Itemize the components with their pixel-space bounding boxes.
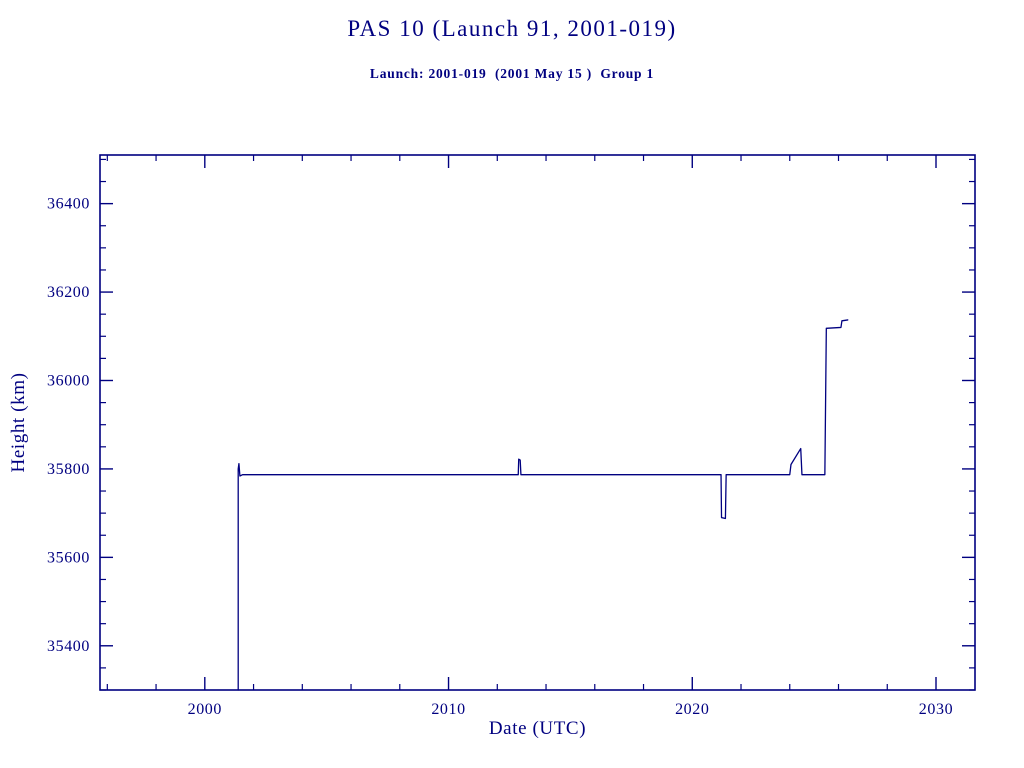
chart-title: PAS 10 (Launch 91, 2001-019) [347,16,677,41]
series-height-km [237,319,849,691]
x-tick-label: 2020 [675,701,709,718]
y-tick-label: 35400 [47,638,90,655]
x-tick-label: 2000 [188,701,222,718]
y-tick-label: 36400 [47,196,90,213]
chart-subtitle: Launch: 2001-019 (2001 May 15 ) Group 1 [369,66,655,81]
y-tick-label: 36200 [47,284,90,301]
x-tick-label: 2030 [919,701,953,718]
plot-frame [99,154,976,691]
x-axis-label: Date (UTC) [489,718,586,739]
y-axis-label: Height (km) [8,373,29,473]
y-tick-label: 35600 [47,549,90,566]
y-tick-label: 35800 [47,461,90,478]
x-tick-label: 2010 [431,701,465,718]
y-tick-label: 36000 [47,372,90,389]
